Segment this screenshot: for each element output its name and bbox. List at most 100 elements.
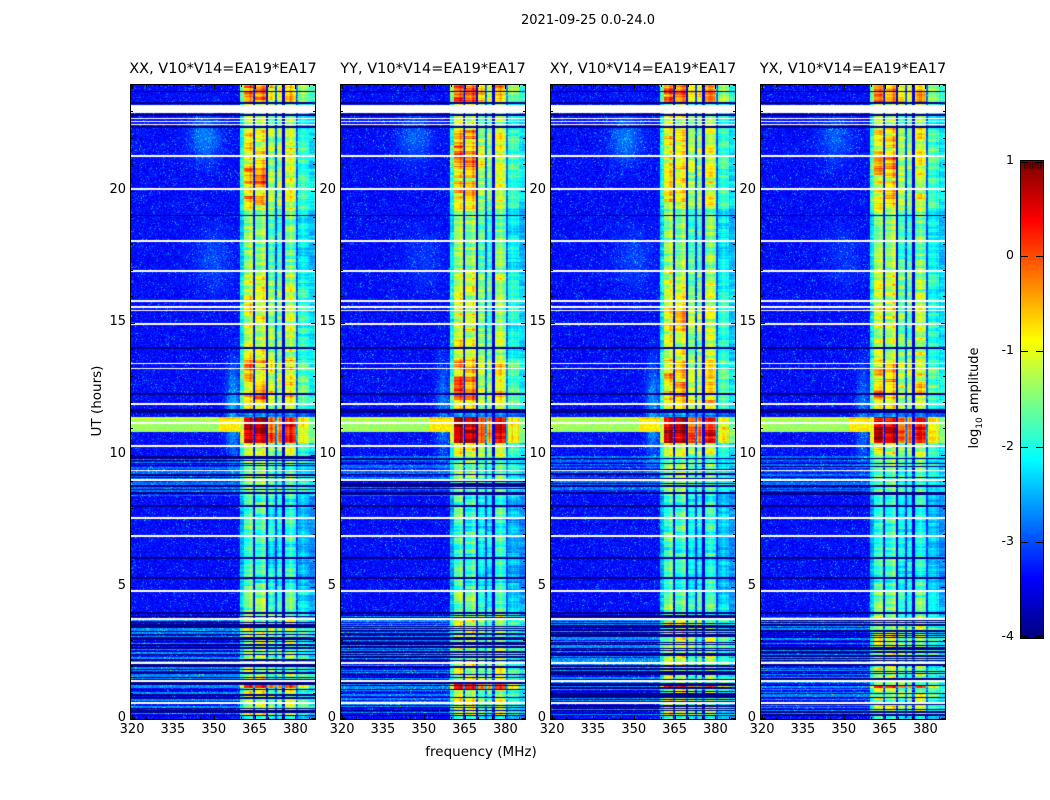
axis-tick xyxy=(647,717,648,719)
axis-tick xyxy=(733,481,735,482)
axis-tick xyxy=(309,717,310,719)
axis-tick xyxy=(761,508,763,509)
axis-tick xyxy=(397,85,398,87)
axis-tick xyxy=(131,244,133,245)
axis-tick xyxy=(523,244,525,245)
axis-tick xyxy=(313,481,315,482)
colorbar-tick xyxy=(1021,447,1028,448)
axis-tick xyxy=(227,85,228,87)
axis-tick xyxy=(871,717,872,719)
y-tick-label: 10 xyxy=(739,445,756,461)
axis-tick xyxy=(761,111,763,112)
axis-tick xyxy=(519,717,520,719)
axis-tick xyxy=(885,715,886,719)
axis-tick xyxy=(551,640,553,641)
axis-tick xyxy=(131,666,133,667)
axis-tick xyxy=(410,717,411,719)
axis-tick xyxy=(341,718,345,719)
axis-tick xyxy=(943,508,945,509)
axis-tick xyxy=(885,85,886,89)
y-tick-label: 15 xyxy=(739,313,756,329)
axis-tick xyxy=(943,613,945,614)
axis-tick xyxy=(761,481,763,482)
y-tick-label: 0 xyxy=(327,710,336,725)
axis-tick xyxy=(761,376,763,377)
x-tick-label: 380 xyxy=(702,722,728,737)
axis-tick xyxy=(789,717,790,719)
y-tick-label: 0 xyxy=(117,710,126,725)
axis-tick xyxy=(941,191,945,192)
axis-tick xyxy=(943,640,945,641)
axis-tick xyxy=(761,349,763,350)
axis-tick xyxy=(551,481,553,482)
axis-tick xyxy=(688,85,689,87)
axis-tick xyxy=(647,85,648,87)
axis-tick xyxy=(523,85,525,86)
axis-tick xyxy=(688,717,689,719)
axis-tick xyxy=(255,85,256,89)
x-tick-label: 335 xyxy=(790,722,816,737)
axis-tick xyxy=(214,715,215,719)
axis-tick xyxy=(523,428,525,429)
axis-tick xyxy=(943,244,945,245)
colorbar-axis-label: log10 amplitude xyxy=(967,347,985,449)
colorbar-tick xyxy=(1021,542,1028,543)
axis-tick xyxy=(341,693,343,694)
axis-tick xyxy=(341,85,343,86)
axis-tick xyxy=(925,85,926,89)
axis-tick xyxy=(844,715,845,719)
axis-tick xyxy=(241,717,242,719)
axis-tick xyxy=(733,402,735,403)
axis-tick xyxy=(607,85,608,87)
axis-tick xyxy=(731,587,735,588)
axis-tick xyxy=(551,349,553,350)
axis-tick xyxy=(761,217,763,218)
axis-tick xyxy=(761,666,763,667)
axis-tick xyxy=(131,164,133,165)
axis-tick xyxy=(341,376,343,377)
axis-tick xyxy=(733,508,735,509)
axis-tick xyxy=(313,428,315,429)
colorbar-tick xyxy=(1021,256,1028,257)
axis-tick xyxy=(620,85,621,87)
y-axis-label: UT (hours) xyxy=(89,365,105,437)
axis-tick xyxy=(733,376,735,377)
axis-tick xyxy=(341,481,343,482)
axis-tick xyxy=(733,85,735,86)
axis-tick xyxy=(761,85,763,86)
axis-tick xyxy=(313,349,315,350)
axis-tick xyxy=(943,693,945,694)
axis-tick xyxy=(762,715,763,719)
axis-tick xyxy=(789,85,790,87)
axis-tick xyxy=(521,718,525,719)
axis-tick xyxy=(702,717,703,719)
y-tick-label: 20 xyxy=(319,181,336,197)
axis-tick xyxy=(313,164,315,165)
axis-tick xyxy=(939,85,940,87)
axis-tick xyxy=(341,666,343,667)
axis-tick xyxy=(437,85,438,87)
axis-tick xyxy=(762,85,763,89)
axis-tick xyxy=(943,376,945,377)
axis-tick xyxy=(566,85,567,87)
axis-tick xyxy=(131,693,133,694)
axis-tick xyxy=(761,561,763,562)
axis-tick xyxy=(733,666,735,667)
axis-tick xyxy=(523,217,525,218)
axis-tick xyxy=(761,296,763,297)
axis-tick xyxy=(505,85,506,89)
axis-tick xyxy=(492,85,493,87)
axis-tick xyxy=(523,270,525,271)
heatmap-canvas-yy xyxy=(341,85,525,719)
axis-tick xyxy=(424,715,425,719)
axis-tick xyxy=(551,217,553,218)
axis-tick xyxy=(241,85,242,87)
axis-tick xyxy=(943,138,945,139)
axis-tick xyxy=(146,717,147,719)
axis-tick xyxy=(356,85,357,87)
axis-tick xyxy=(227,717,228,719)
axis-tick xyxy=(341,587,345,588)
axis-tick xyxy=(943,561,945,562)
colorbar-tick-label: 1 xyxy=(1006,152,1014,167)
x-tick-label: 320 xyxy=(329,722,355,737)
